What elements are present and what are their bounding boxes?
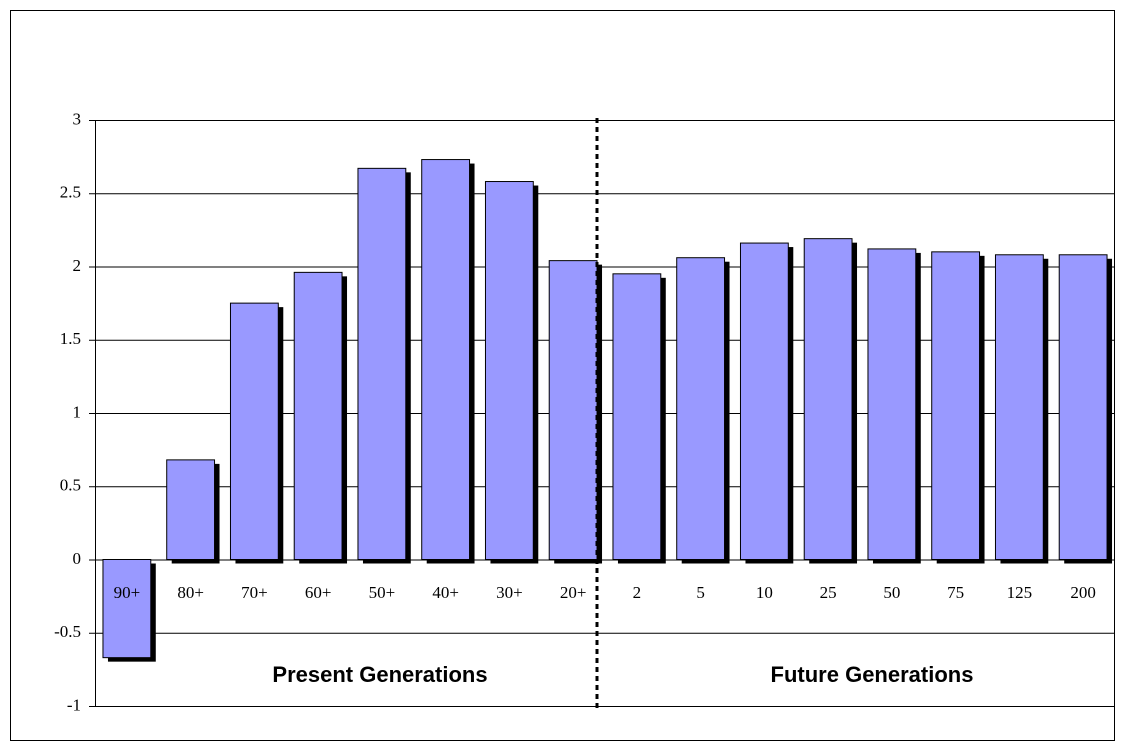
bar — [484, 181, 534, 560]
bar — [739, 242, 789, 560]
bar — [166, 459, 216, 561]
x-tick-label: 70+ — [241, 583, 268, 602]
y-tick-label: -1 — [67, 695, 81, 714]
y-tick-label: 2 — [73, 256, 82, 275]
y-tick-label: 2.5 — [60, 183, 81, 202]
x-tick-label: 80+ — [177, 583, 204, 602]
bar — [994, 254, 1044, 560]
bar — [931, 251, 981, 560]
y-tick-label: 0 — [73, 549, 82, 568]
x-tick-label: 60+ — [305, 583, 332, 602]
bar — [803, 238, 853, 560]
x-tick-label: 40+ — [432, 583, 459, 602]
bar — [867, 248, 917, 560]
x-tick-label: 50+ — [369, 583, 396, 602]
bar — [421, 159, 471, 560]
y-tick-label: 3 — [73, 109, 82, 128]
y-tick-label: 1 — [73, 402, 82, 421]
bar — [548, 260, 598, 560]
annotation: Future Generations — [771, 662, 974, 687]
bars — [102, 159, 1113, 662]
y-tick-label: 0.5 — [60, 476, 81, 495]
bar — [676, 257, 726, 560]
x-tick-label: 90+ — [114, 583, 141, 602]
bar — [612, 273, 662, 560]
x-tick-label: 25 — [820, 583, 837, 602]
x-tick-label: 20+ — [560, 583, 587, 602]
annotation: Present Generations — [272, 662, 487, 687]
bar — [1058, 254, 1108, 560]
x-tick-label: 75 — [947, 583, 964, 602]
bar — [293, 271, 343, 560]
x-tick-label: 10 — [756, 583, 773, 602]
y-tick-label: -0.5 — [54, 622, 81, 641]
x-tick-label: 30+ — [496, 583, 523, 602]
x-tick-label: 2 — [633, 583, 642, 602]
bar — [102, 559, 152, 659]
x-tick-label: 5 — [696, 583, 705, 602]
bar — [229, 302, 279, 560]
y-tick-label: 1.5 — [60, 329, 81, 348]
bar — [357, 167, 407, 560]
x-tick-label: 200 — [1070, 583, 1096, 602]
x-tick-label: 50 — [883, 583, 900, 602]
x-tick-label: 125 — [1007, 583, 1033, 602]
